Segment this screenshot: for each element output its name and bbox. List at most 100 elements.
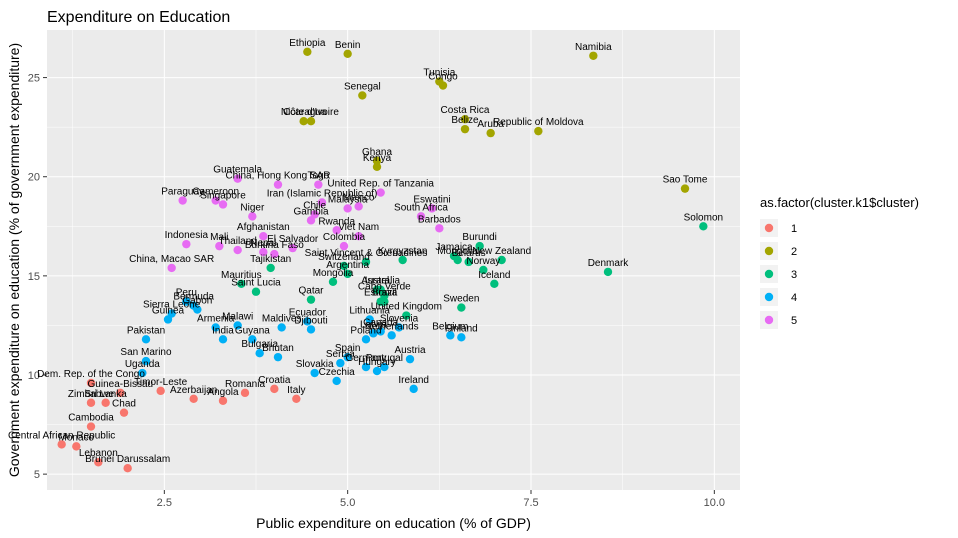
data-point	[182, 297, 191, 306]
data-point	[365, 315, 374, 324]
data-point	[237, 279, 246, 288]
legend-key-4	[764, 292, 774, 302]
point-label: Monaco	[59, 432, 95, 443]
data-point	[251, 287, 261, 296]
point-label: Burkina Faso	[245, 240, 304, 251]
data-point	[167, 263, 176, 273]
point-label: Ghana	[362, 147, 392, 158]
data-point	[299, 117, 308, 126]
data-point	[376, 327, 385, 336]
data-point	[446, 331, 455, 340]
data-point	[303, 47, 312, 57]
point-label: Sweden	[443, 294, 479, 305]
data-point	[292, 394, 301, 403]
data-point	[233, 321, 242, 330]
legend-label-5: 5	[791, 315, 797, 327]
point-label: Uganda	[125, 359, 160, 370]
legend-key-5	[764, 315, 774, 325]
data-point	[182, 239, 191, 249]
data-point	[603, 267, 613, 277]
data-point	[306, 117, 316, 126]
data-point	[416, 212, 426, 221]
point-label: Latvia	[360, 319, 387, 330]
x-tick-label: 2.5	[157, 497, 172, 509]
grid-major	[47, 30, 740, 490]
point-label: Mongolia	[437, 246, 478, 257]
point-label: Congo	[428, 72, 458, 83]
data-point	[343, 352, 352, 362]
point-label: Mexico	[343, 192, 375, 203]
data-point	[361, 257, 371, 267]
point-label: Gambia	[293, 206, 328, 217]
point-label: Burundi	[462, 232, 496, 243]
point-label: Israel	[365, 276, 389, 287]
data-point	[328, 277, 338, 287]
point-label: Malawi	[222, 311, 253, 322]
legend-label-4: 4	[791, 292, 797, 304]
data-point	[361, 335, 371, 344]
point-label: Bulgaria	[241, 339, 278, 350]
point-label: Portugal	[366, 353, 403, 364]
data-point	[332, 376, 341, 386]
data-point	[394, 323, 404, 332]
y-axis-title: Government expenditure on education (% o…	[6, 43, 22, 477]
data-point	[372, 156, 382, 166]
point-label: Timor-Leste	[134, 377, 187, 388]
point-label: Namibia	[575, 42, 612, 53]
data-point	[314, 180, 323, 189]
point-label: Paraguay	[161, 187, 204, 198]
point-label: Canada	[363, 317, 398, 328]
data-point	[699, 222, 708, 231]
point-label: China, Macao SAR	[129, 254, 214, 265]
data-point	[369, 329, 378, 338]
data-point	[332, 226, 341, 235]
point-label: Nicaragua	[281, 107, 327, 118]
legend-key-3	[764, 269, 774, 279]
point-label: India	[212, 325, 234, 336]
data-point	[376, 188, 385, 197]
point-label: Jamaica	[435, 242, 473, 253]
point-label: El Salvador	[267, 234, 319, 245]
point-label: Barbados	[418, 214, 461, 225]
point-label: Nepal	[250, 238, 276, 249]
point-label: Germany	[345, 353, 386, 364]
data-point	[427, 204, 437, 213]
data-point	[497, 255, 506, 265]
data-point	[211, 323, 220, 332]
data-point	[358, 91, 367, 100]
point-label: Peru	[176, 288, 197, 299]
data-point	[94, 458, 103, 467]
point-label: Colombia	[323, 232, 366, 243]
data-point	[310, 368, 319, 378]
point-label: Croatia	[258, 375, 291, 386]
data-point	[270, 249, 279, 259]
legend: as.factor(cluster.k1$cluster) 1 2 3 4 5	[760, 195, 919, 329]
data-point	[354, 202, 363, 211]
data-point	[343, 49, 352, 58]
point-label: Pakistan	[127, 325, 165, 336]
data-point	[233, 245, 242, 255]
point-label: Angola	[207, 387, 239, 398]
point-label: Italy	[287, 385, 305, 396]
point-label: Australia	[361, 276, 400, 287]
data-point	[215, 241, 224, 251]
point-label: Belarus	[452, 248, 486, 259]
data-point	[486, 128, 495, 138]
data-point	[138, 368, 147, 378]
point-label: Czechia	[319, 367, 356, 378]
point-label: Guyana	[235, 325, 270, 336]
data-point	[372, 366, 382, 376]
data-point	[405, 354, 415, 364]
point-label: Senegal	[344, 81, 381, 92]
data-point	[86, 422, 96, 431]
data-point	[123, 463, 132, 473]
point-label: Austria	[394, 345, 426, 356]
point-label: Togo	[307, 171, 329, 182]
point-label: Tajikistan	[250, 254, 291, 265]
point-label: Azerbaijan	[170, 385, 217, 396]
data-point	[259, 247, 268, 257]
point-label: Mongolia	[313, 268, 354, 279]
data-point	[273, 352, 283, 362]
point-label: Sri Lanka	[85, 389, 128, 400]
data-point	[233, 174, 242, 183]
